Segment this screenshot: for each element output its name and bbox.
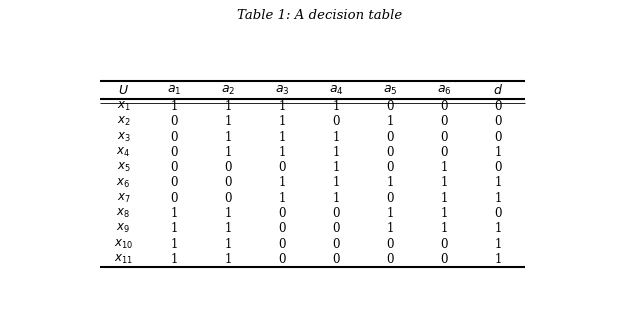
Text: 0: 0 — [387, 192, 394, 205]
Text: 0: 0 — [278, 253, 286, 266]
Text: 1: 1 — [333, 100, 340, 113]
Text: 1: 1 — [387, 176, 394, 189]
Text: 1: 1 — [170, 207, 178, 220]
Text: 0: 0 — [440, 146, 448, 159]
Text: 0: 0 — [170, 146, 178, 159]
Text: 1: 1 — [170, 100, 178, 113]
Text: 0: 0 — [170, 192, 178, 205]
Text: 0: 0 — [387, 161, 394, 174]
Text: 1: 1 — [170, 222, 178, 235]
Text: 0: 0 — [332, 115, 340, 128]
Text: 1: 1 — [387, 222, 394, 235]
Text: 0: 0 — [440, 100, 448, 113]
Text: 0: 0 — [278, 238, 286, 251]
Text: 1: 1 — [333, 146, 340, 159]
Text: 0: 0 — [332, 207, 340, 220]
Text: $x_5$: $x_5$ — [116, 161, 131, 174]
Text: $x_{10}$: $x_{10}$ — [114, 238, 133, 251]
Text: 1: 1 — [333, 161, 340, 174]
Text: 0: 0 — [278, 207, 286, 220]
Text: 0: 0 — [495, 161, 502, 174]
Text: 1: 1 — [440, 207, 448, 220]
Text: 0: 0 — [387, 131, 394, 144]
Text: 0: 0 — [495, 207, 502, 220]
Text: 1: 1 — [225, 131, 232, 144]
Text: 0: 0 — [278, 222, 286, 235]
Text: 1: 1 — [440, 161, 448, 174]
Text: 0: 0 — [170, 176, 178, 189]
Text: 1: 1 — [278, 176, 286, 189]
Text: 0: 0 — [278, 161, 286, 174]
Text: $a_1$: $a_1$ — [167, 84, 181, 97]
Text: 0: 0 — [440, 253, 448, 266]
Text: Table 1: A decision table: Table 1: A decision table — [237, 9, 403, 22]
Text: 1: 1 — [225, 100, 232, 113]
Text: $a_2$: $a_2$ — [221, 84, 235, 97]
Text: 1: 1 — [225, 253, 232, 266]
Text: $d$: $d$ — [493, 83, 504, 97]
Text: $x_7$: $x_7$ — [116, 192, 131, 205]
Text: $a_4$: $a_4$ — [329, 84, 344, 97]
Text: 1: 1 — [333, 176, 340, 189]
Text: 1: 1 — [170, 238, 178, 251]
Text: 0: 0 — [440, 131, 448, 144]
Text: $x_1$: $x_1$ — [116, 100, 131, 113]
Text: 1: 1 — [225, 207, 232, 220]
Text: 0: 0 — [332, 253, 340, 266]
Text: 1: 1 — [495, 222, 502, 235]
Text: 0: 0 — [387, 238, 394, 251]
Text: 1: 1 — [495, 253, 502, 266]
Text: 1: 1 — [495, 192, 502, 205]
Text: $a_6$: $a_6$ — [437, 84, 452, 97]
Text: $x_2$: $x_2$ — [116, 115, 131, 129]
Text: 1: 1 — [278, 115, 286, 128]
Text: 1: 1 — [495, 238, 502, 251]
Text: 0: 0 — [170, 131, 178, 144]
Text: $a_5$: $a_5$ — [383, 84, 397, 97]
Text: 0: 0 — [387, 100, 394, 113]
Text: 0: 0 — [495, 100, 502, 113]
Text: 1: 1 — [333, 192, 340, 205]
Text: 0: 0 — [170, 161, 178, 174]
Text: 1: 1 — [440, 192, 448, 205]
Text: 0: 0 — [387, 146, 394, 159]
Text: 1: 1 — [495, 146, 502, 159]
Text: 0: 0 — [170, 115, 178, 128]
Text: 1: 1 — [225, 146, 232, 159]
Text: $x_6$: $x_6$ — [116, 176, 131, 190]
Text: $a_3$: $a_3$ — [275, 84, 289, 97]
Text: 0: 0 — [332, 222, 340, 235]
Text: 1: 1 — [278, 131, 286, 144]
Text: 1: 1 — [278, 146, 286, 159]
Text: 0: 0 — [224, 161, 232, 174]
Text: $x_4$: $x_4$ — [116, 146, 131, 159]
Text: $x_{11}$: $x_{11}$ — [114, 253, 133, 266]
Text: 0: 0 — [332, 238, 340, 251]
Text: 1: 1 — [387, 207, 394, 220]
Text: 1: 1 — [170, 253, 178, 266]
Text: $x_8$: $x_8$ — [116, 207, 131, 220]
Text: 1: 1 — [278, 100, 286, 113]
Text: 0: 0 — [224, 192, 232, 205]
Text: $U$: $U$ — [118, 84, 129, 97]
Text: 0: 0 — [440, 115, 448, 128]
Text: 1: 1 — [225, 222, 232, 235]
Text: $x_3$: $x_3$ — [116, 131, 131, 144]
Text: 1: 1 — [440, 222, 448, 235]
Text: $x_9$: $x_9$ — [116, 222, 131, 235]
Text: 1: 1 — [333, 131, 340, 144]
Text: 1: 1 — [278, 192, 286, 205]
Text: 1: 1 — [225, 238, 232, 251]
Text: 0: 0 — [495, 115, 502, 128]
Text: 1: 1 — [387, 115, 394, 128]
Text: 0: 0 — [224, 176, 232, 189]
Text: 1: 1 — [225, 115, 232, 128]
Text: 1: 1 — [440, 176, 448, 189]
Text: 0: 0 — [387, 253, 394, 266]
Text: 0: 0 — [495, 131, 502, 144]
Text: 1: 1 — [495, 176, 502, 189]
Text: 0: 0 — [440, 238, 448, 251]
